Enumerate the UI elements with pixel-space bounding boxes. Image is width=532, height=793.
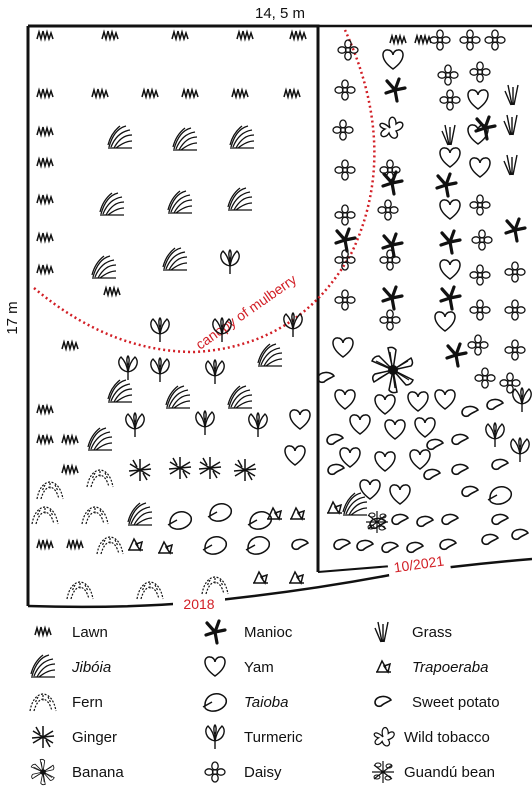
- year-2018-label: 2018: [183, 596, 214, 612]
- legend-item-sweet-potato: Sweet potato: [368, 688, 500, 716]
- plot-outline: [26, 24, 532, 609]
- canopy-label: canopy of mulberry: [193, 271, 300, 352]
- grass-icon: [374, 621, 389, 643]
- jiboia-icon: [30, 654, 56, 678]
- taioba-mark: [167, 503, 273, 555]
- taioba-icon: [202, 693, 228, 712]
- legend-item-turmeric: Turmeric: [200, 723, 303, 751]
- legend-label: Turmeric: [244, 728, 303, 746]
- legend-item-banana: Banana: [28, 758, 124, 786]
- legend-label: Manioc: [244, 623, 293, 641]
- legend-label: Lawn: [72, 623, 108, 641]
- trapoeraba-icon: [375, 660, 392, 673]
- legend-item-guandu-bean: Guandú bean: [368, 758, 495, 786]
- legend-item-wild-tobacco: Wild tobacco: [368, 723, 490, 751]
- legend-item-daisy: Daisy: [200, 758, 282, 786]
- taioba-mark: [487, 486, 513, 505]
- banana-icon: [30, 758, 55, 786]
- legend-item-manioc: Manioc: [200, 618, 292, 646]
- legend-label: Grass: [412, 623, 453, 641]
- legend-label: Taioba: [244, 693, 289, 711]
- legend-label: Wild tobacco: [404, 728, 490, 746]
- legend-item-fern: Fern: [28, 688, 103, 716]
- sweet-potato-mark: [317, 371, 529, 554]
- width-label: 14, 5 m: [255, 5, 305, 22]
- height-label: 17 m: [4, 301, 21, 334]
- ginger-mark: [128, 456, 257, 482]
- legend-item-lawn: Lawn: [28, 618, 108, 646]
- legend-item-yam: Yam: [200, 653, 274, 681]
- legend-item-grass: Grass: [368, 618, 452, 646]
- wild-tobacco-icon: [373, 726, 395, 747]
- garden-plan: 14, 5 m 17 m canopy of mulberry 2018 10/…: [4, 5, 532, 612]
- legend-item-jiboia: Jibóia: [28, 653, 111, 681]
- ginger-icon: [31, 725, 55, 749]
- year-2021-label: 10/2021: [393, 553, 446, 576]
- daisy-mark: [332, 29, 526, 394]
- legend-label: Sweet potato: [412, 693, 500, 711]
- manioc-mark: [334, 77, 527, 368]
- jiboia-mark: [342, 492, 368, 516]
- right-plot-plants: [317, 29, 532, 554]
- legend: Lawn Jibóia Fern Ginger Banana Manioc Ya…: [0, 612, 532, 793]
- legend-label: Jibóia: [72, 658, 112, 676]
- legend-item-ginger: Ginger: [28, 723, 117, 751]
- sweet-potato-mark: [291, 538, 309, 551]
- canopy-arc: [33, 29, 376, 354]
- banana-mark: [371, 346, 414, 394]
- legend-label: Banana: [72, 763, 124, 781]
- fern-mark: [31, 469, 229, 600]
- daisy-icon: [204, 761, 226, 783]
- fern-icon: [29, 693, 57, 712]
- guandu-bean-icon: [371, 760, 395, 784]
- legend-label: Daisy: [244, 763, 282, 781]
- legend-label: Trapoeraba: [412, 658, 489, 676]
- manioc-icon: [204, 619, 227, 645]
- legend-label: Guandú bean: [404, 763, 495, 781]
- legend-item-trapoeraba: Trapoeraba: [368, 653, 488, 681]
- legend-label: Yam: [244, 658, 274, 676]
- legend-item-taioba: Taioba: [200, 688, 289, 716]
- yam-icon: [204, 656, 226, 677]
- lawn-mark: [36, 30, 307, 40]
- yam-mark: [284, 409, 311, 466]
- trapoeraba-mark: [127, 507, 306, 584]
- turmeric-icon: [205, 724, 225, 750]
- left-plot-plants: [31, 30, 311, 600]
- legend-label: Fern: [72, 693, 103, 711]
- lawn-mark: [389, 34, 432, 44]
- lawn-mark: [36, 88, 301, 98]
- sweet-potato-icon: [374, 695, 392, 708]
- legend-label: Ginger: [72, 728, 118, 746]
- guandu-bean-mark: [365, 510, 389, 534]
- trapoeraba-mark: [326, 501, 343, 514]
- wild-tobacco-mark: [379, 116, 404, 139]
- lawn-icon: [34, 626, 52, 636]
